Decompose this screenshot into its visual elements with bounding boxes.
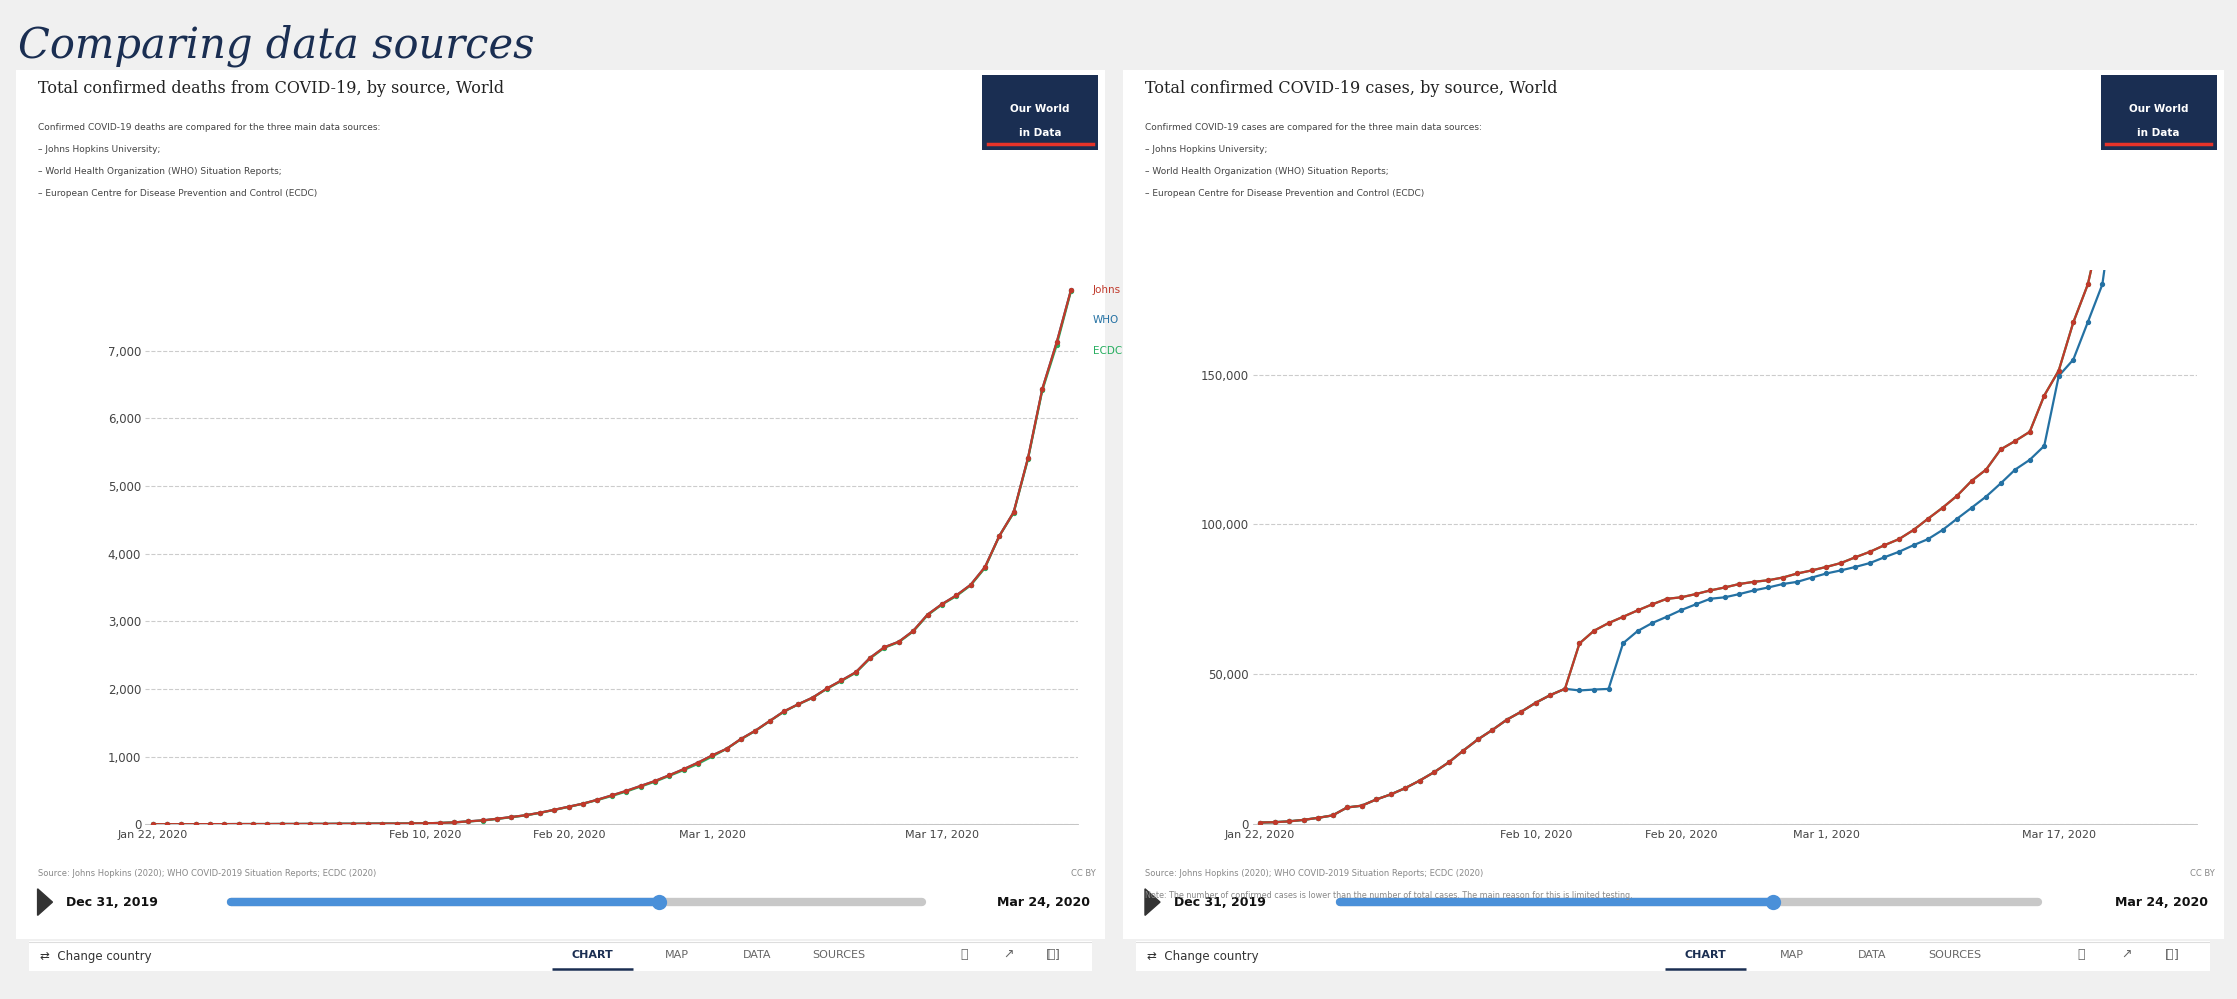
Text: Comparing data sources: Comparing data sources <box>18 25 535 68</box>
Text: Johns Hopkins: Johns Hopkins <box>1092 285 1165 295</box>
Text: DATA: DATA <box>1857 949 1886 960</box>
Text: ECDC: ECDC <box>1092 346 1121 356</box>
Text: CC BY: CC BY <box>2190 869 2215 878</box>
Text: ⛶: ⛶ <box>2165 948 2172 961</box>
Text: – European Centre for Disease Prevention and Control (ECDC): – European Centre for Disease Prevention… <box>38 189 318 198</box>
Text: ↗: ↗ <box>1004 948 1013 961</box>
Text: Total confirmed COVID-19 cases, by source, World: Total confirmed COVID-19 cases, by sourc… <box>1145 80 1557 97</box>
Text: in Data: in Data <box>1020 128 1060 139</box>
Text: Source: Johns Hopkins (2020); WHO COVID-2019 Situation Reports; ECDC (2020): Source: Johns Hopkins (2020); WHO COVID-… <box>38 869 376 878</box>
Text: MAP: MAP <box>664 949 689 960</box>
Text: DATA: DATA <box>743 949 772 960</box>
Text: WHO: WHO <box>1092 315 1118 325</box>
Text: Our World: Our World <box>2130 104 2188 114</box>
Text: Mar 24, 2020: Mar 24, 2020 <box>2114 895 2208 909</box>
Text: SOURCES: SOURCES <box>812 949 866 960</box>
Text: Note: The number of confirmed cases is lower than the number of total cases. The: Note: The number of confirmed cases is l… <box>1145 891 1633 900</box>
Text: in Data: in Data <box>2139 128 2179 139</box>
Text: – World Health Organization (WHO) Situation Reports;: – World Health Organization (WHO) Situat… <box>1145 167 1389 176</box>
Text: ↗: ↗ <box>2121 948 2132 961</box>
Text: CHART: CHART <box>570 949 613 960</box>
Text: – Johns Hopkins University;: – Johns Hopkins University; <box>1145 145 1268 154</box>
Text: Our World: Our World <box>1011 104 1069 114</box>
Text: MAP: MAP <box>1778 949 1803 960</box>
Text: – Johns Hopkins University;: – Johns Hopkins University; <box>38 145 161 154</box>
Polygon shape <box>38 889 51 915</box>
Text: CC BY: CC BY <box>1072 869 1096 878</box>
Text: ⤓: ⤓ <box>960 948 969 961</box>
Text: CHART: CHART <box>1684 949 1727 960</box>
Polygon shape <box>1145 889 1161 915</box>
Text: SOURCES: SOURCES <box>1928 949 1982 960</box>
Text: Source: Johns Hopkins (2020); WHO COVID-2019 Situation Reports; ECDC (2020): Source: Johns Hopkins (2020); WHO COVID-… <box>1145 869 1483 878</box>
Text: [ ]: [ ] <box>1047 948 1060 961</box>
Text: [ ]: [ ] <box>2165 948 2179 961</box>
Text: Dec 31, 2019: Dec 31, 2019 <box>1174 895 1266 909</box>
Text: Total confirmed deaths from COVID-19, by source, World: Total confirmed deaths from COVID-19, by… <box>38 80 503 97</box>
Text: ⛶: ⛶ <box>1047 948 1056 961</box>
Text: ⇄  Change country: ⇄ Change country <box>40 949 152 963</box>
Text: ⇄  Change country: ⇄ Change country <box>1148 949 1259 963</box>
Text: ⤓: ⤓ <box>2078 948 2085 961</box>
Text: Confirmed COVID-19 cases are compared for the three main data sources:: Confirmed COVID-19 cases are compared fo… <box>1145 123 1483 132</box>
Text: – World Health Organization (WHO) Situation Reports;: – World Health Organization (WHO) Situat… <box>38 167 282 176</box>
Text: – European Centre for Disease Prevention and Control (ECDC): – European Centre for Disease Prevention… <box>1145 189 1425 198</box>
Text: Dec 31, 2019: Dec 31, 2019 <box>67 895 159 909</box>
Text: Confirmed COVID-19 deaths are compared for the three main data sources:: Confirmed COVID-19 deaths are compared f… <box>38 123 380 132</box>
Text: Mar 24, 2020: Mar 24, 2020 <box>995 895 1089 909</box>
